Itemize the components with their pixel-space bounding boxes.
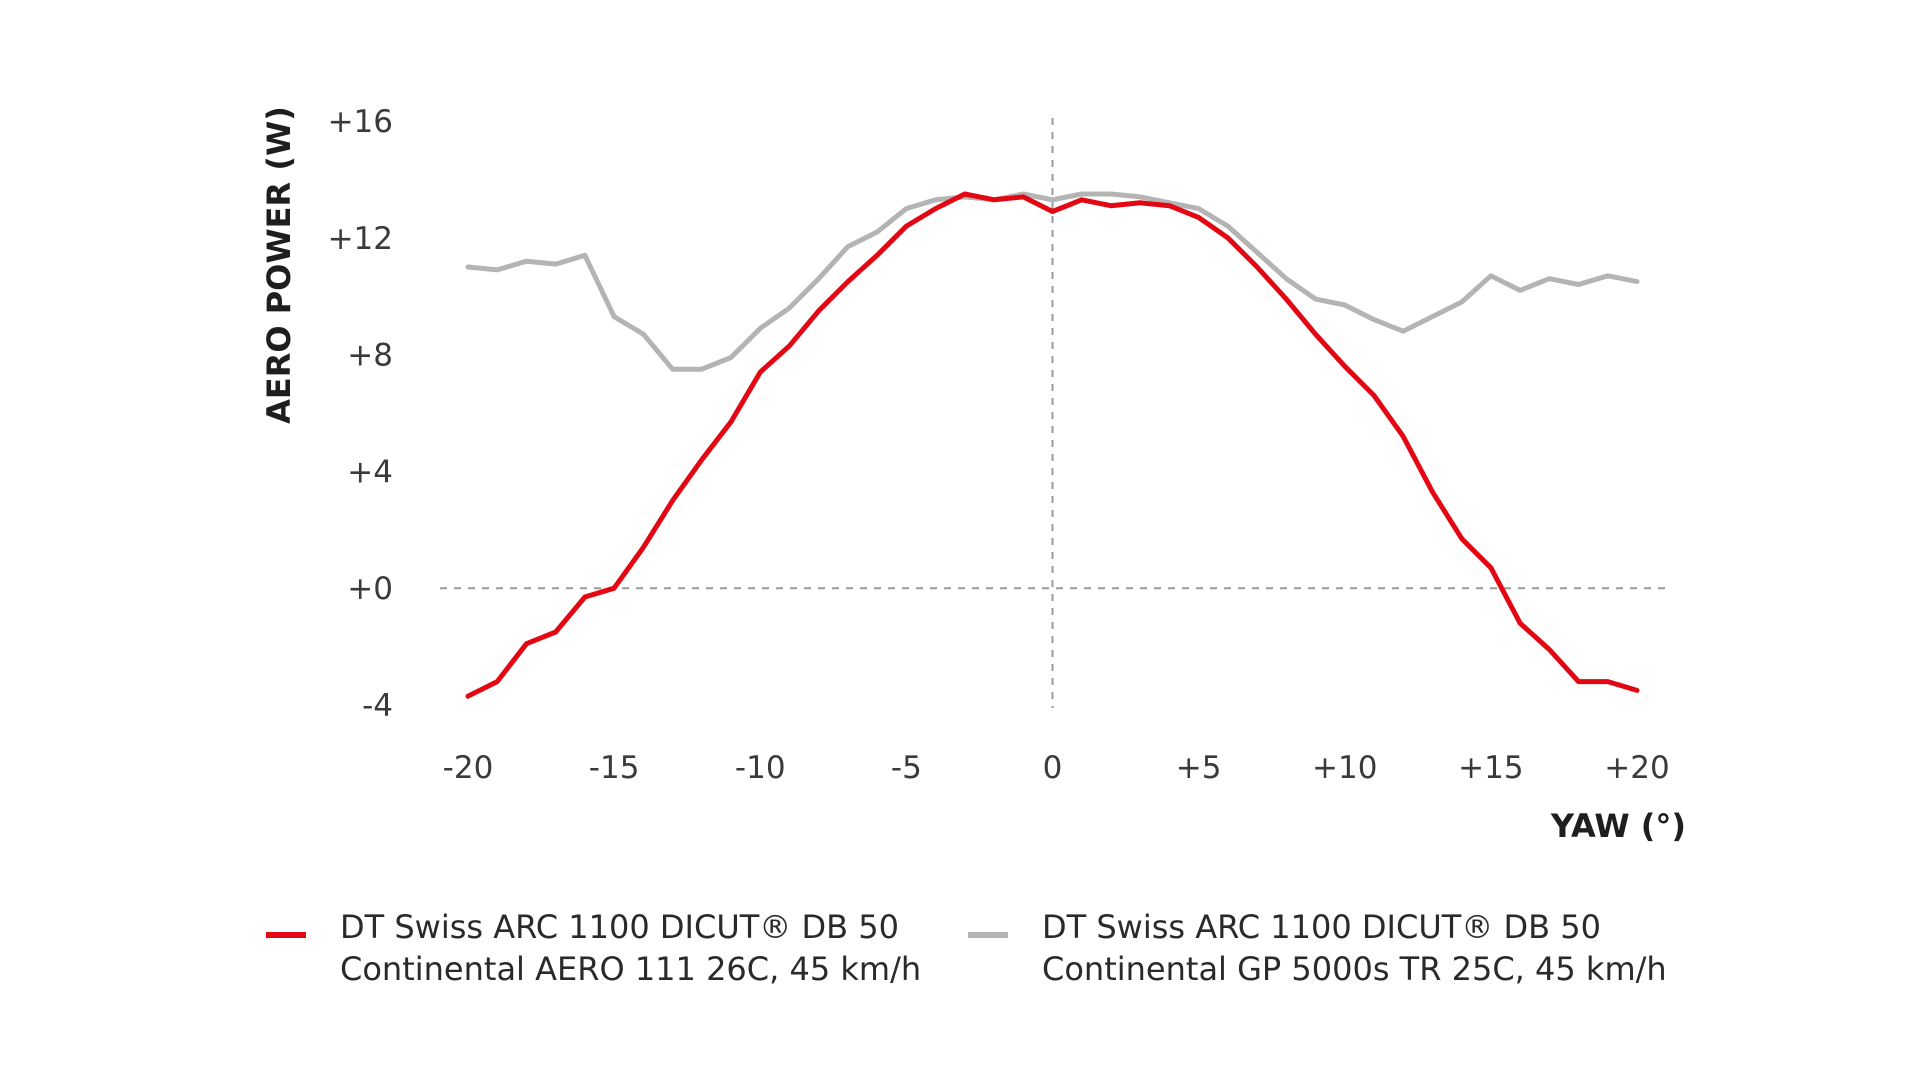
series-line-aero111	[465, 191, 1640, 699]
x-tick-label: +5	[1176, 750, 1222, 786]
series-line-gp5000	[465, 191, 1640, 372]
x-tick-label: -15	[589, 750, 640, 786]
legend-item-gp5000: DT Swiss ARC 1100 DICUT® DB 50 Continent…	[968, 906, 1667, 990]
x-axis-title: YAW (°)	[1550, 807, 1686, 845]
x-tick-label: +10	[1312, 750, 1377, 786]
y-axis-ticks: +16 +12 +8 +4 +0 -4	[328, 104, 393, 724]
x-tick-label: -10	[735, 750, 786, 786]
y-tick-label: +8	[347, 338, 393, 374]
legend-label-line1: DT Swiss ARC 1100 DICUT® DB 50	[1042, 908, 1601, 946]
series-layer	[465, 191, 1640, 699]
y-axis-title: AERO POWER (W)	[260, 106, 298, 424]
y-tick-label: +16	[328, 104, 393, 140]
x-tick-label: 0	[1043, 750, 1063, 786]
legend-label-line2: Continental AERO 111 26C, 45 km/h	[340, 950, 922, 988]
legend-label-line1: DT Swiss ARC 1100 DICUT® DB 50	[340, 908, 899, 946]
legend-swatch-red	[266, 932, 306, 938]
legend-swatch-gray	[968, 932, 1008, 938]
y-tick-label: -4	[362, 688, 393, 724]
legend-label-line2: Continental GP 5000s TR 25C, 45 km/h	[1042, 950, 1667, 988]
reference-lines	[440, 118, 1672, 708]
x-tick-label: +15	[1458, 750, 1523, 786]
y-tick-label: +0	[347, 571, 393, 607]
x-tick-label: -20	[443, 750, 494, 786]
legend-label: DT Swiss ARC 1100 DICUT® DB 50 Continent…	[340, 906, 921, 990]
y-tick-label: +4	[347, 454, 393, 490]
x-axis-ticks: -20 -15 -10 -5 0 +5 +10 +15 +20	[443, 750, 1670, 786]
legend-label: DT Swiss ARC 1100 DICUT® DB 50 Continent…	[1042, 906, 1667, 990]
y-tick-label: +12	[328, 221, 393, 257]
x-tick-label: -5	[891, 750, 922, 786]
x-tick-label: +20	[1604, 750, 1669, 786]
legend-item-aero111: DT Swiss ARC 1100 DICUT® DB 50 Continent…	[266, 906, 921, 990]
